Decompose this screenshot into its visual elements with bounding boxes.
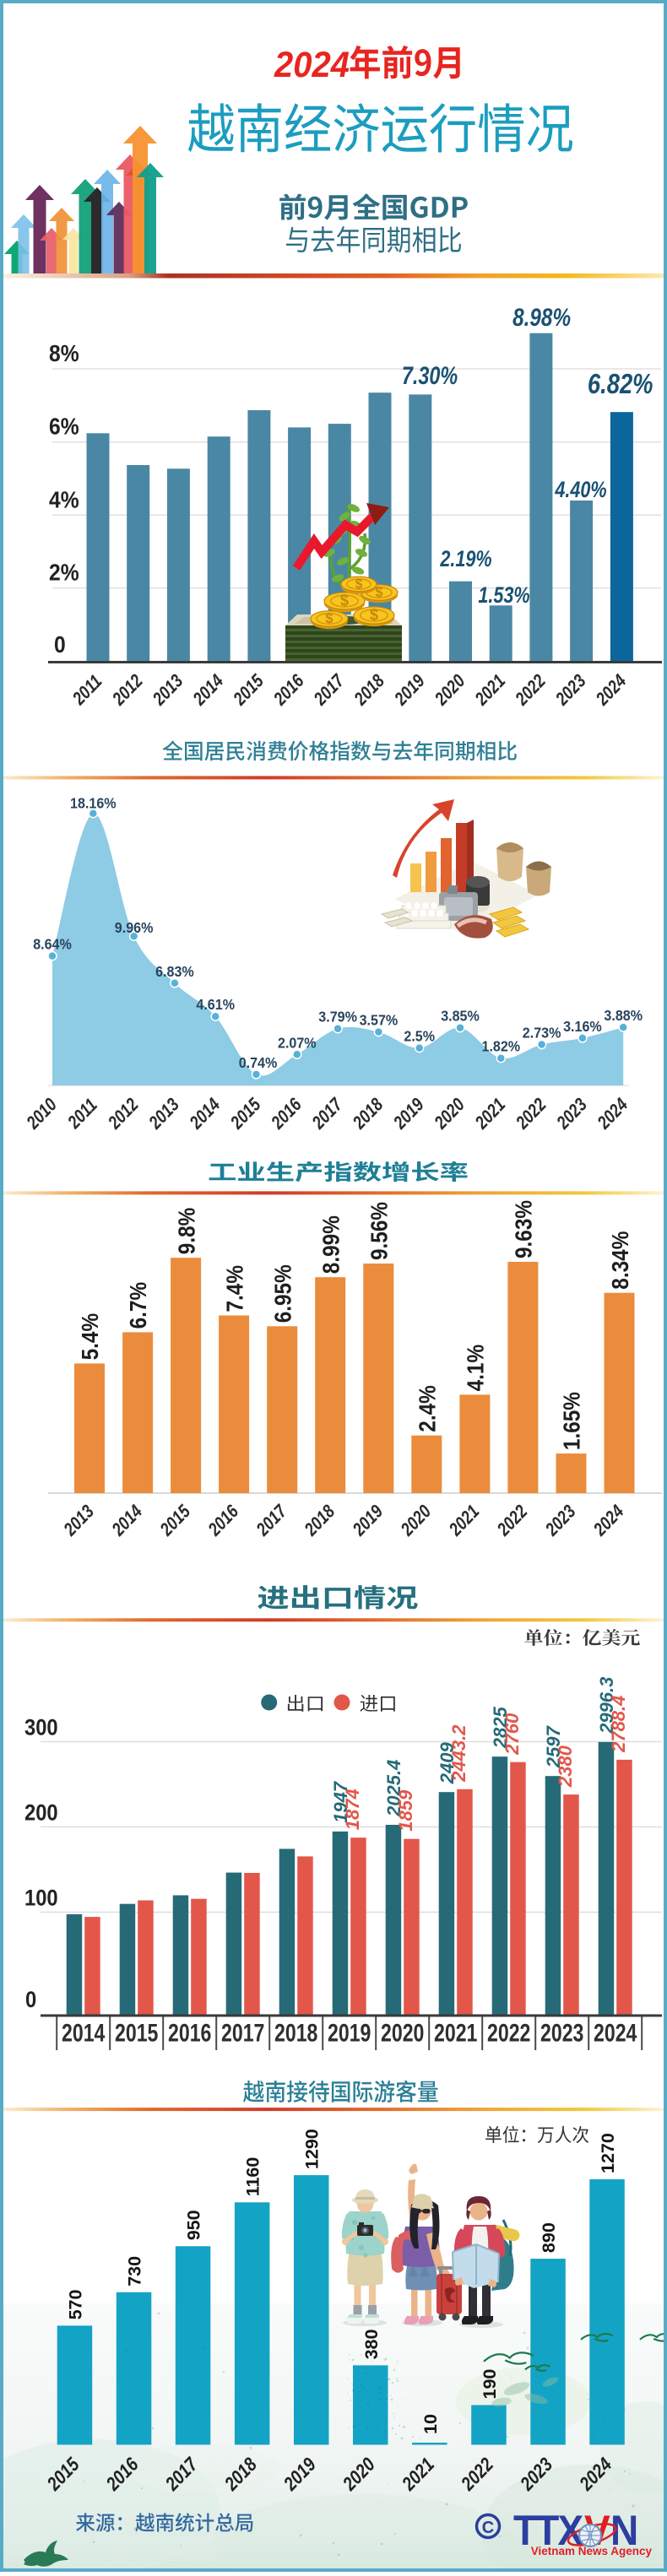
svg-text:2014: 2014: [62, 2019, 105, 2048]
svg-text:6.95%: 6.95%: [269, 1264, 296, 1323]
svg-text:2016: 2016: [168, 2019, 211, 2048]
svg-text:3.88%: 3.88%: [604, 1008, 643, 1025]
svg-text:7.30%: 7.30%: [402, 361, 458, 389]
svg-text:1270: 1270: [598, 2133, 618, 2173]
svg-text:2825: 2825: [490, 1706, 511, 1749]
svg-text:2788.4: 2788.4: [608, 1696, 629, 1753]
svg-text:2.5%: 2.5%: [404, 1028, 435, 1045]
svg-text:2020: 2020: [381, 2019, 424, 2048]
svg-text:$: $: [340, 593, 349, 609]
svg-text:2.4%: 2.4%: [414, 1385, 441, 1432]
svg-text:730: 730: [125, 2256, 145, 2286]
svg-text:2022: 2022: [487, 2019, 530, 2048]
svg-text:2017: 2017: [221, 2019, 264, 2048]
svg-text:$: $: [355, 577, 363, 592]
svg-text:18.16%: 18.16%: [70, 795, 117, 812]
svg-text:100: 100: [24, 1886, 58, 1911]
svg-text:2597: 2597: [543, 1724, 564, 1768]
svg-text:6.82%: 6.82%: [588, 370, 653, 400]
svg-text:0: 0: [25, 1988, 36, 2013]
svg-text:9.96%: 9.96%: [115, 920, 154, 937]
svg-text:3.79%: 3.79%: [318, 1009, 357, 1026]
svg-text:2.07%: 2.07%: [278, 1035, 317, 1052]
svg-text:2025.4: 2025.4: [383, 1760, 404, 1817]
svg-text:2443.2: 2443.2: [448, 1724, 469, 1783]
svg-text:300: 300: [24, 1715, 58, 1740]
svg-text:1160: 1160: [243, 2157, 263, 2197]
svg-text:4.1%: 4.1%: [462, 1345, 489, 1392]
svg-text:$: $: [375, 585, 382, 600]
svg-text:1947: 1947: [330, 1780, 351, 1823]
svg-text:8.98%: 8.98%: [512, 303, 571, 332]
svg-text:200: 200: [24, 1800, 58, 1826]
svg-text:190: 190: [480, 2369, 500, 2400]
svg-text:950: 950: [184, 2210, 204, 2240]
svg-text:2024: 2024: [274, 44, 350, 85]
svg-text:6%: 6%: [49, 413, 79, 440]
svg-text:1874: 1874: [342, 1789, 363, 1830]
svg-text:4.61%: 4.61%: [196, 997, 235, 1014]
svg-text:890: 890: [539, 2222, 559, 2253]
svg-text:2023: 2023: [540, 2019, 583, 2048]
svg-text:3.85%: 3.85%: [441, 1008, 480, 1025]
svg-text:2760: 2760: [502, 1713, 523, 1756]
svg-text:2024: 2024: [594, 2019, 637, 2048]
svg-text:7.4%: 7.4%: [221, 1265, 248, 1312]
svg-text:0.74%: 0.74%: [239, 1054, 278, 1071]
svg-text:2996.3: 2996.3: [596, 1677, 617, 1734]
svg-text:2021: 2021: [434, 2019, 477, 2048]
svg-text:Vietnam News Agency: Vietnam News Agency: [531, 2545, 653, 2557]
svg-text:2380: 2380: [555, 1745, 576, 1788]
svg-text:6.83%: 6.83%: [155, 963, 194, 980]
svg-text:2019: 2019: [328, 2019, 371, 2048]
svg-text:TTX: TTX: [513, 2508, 583, 2554]
svg-text:2409: 2409: [437, 1741, 458, 1784]
svg-text:8%: 8%: [49, 340, 79, 367]
svg-text:C: C: [482, 2519, 494, 2537]
svg-text:2%: 2%: [49, 559, 79, 586]
svg-text:4.40%: 4.40%: [555, 478, 607, 503]
svg-text:570: 570: [66, 2289, 86, 2319]
svg-text:2.73%: 2.73%: [523, 1025, 561, 1042]
svg-text:1859: 1859: [395, 1789, 416, 1832]
svg-text:5.4%: 5.4%: [77, 1313, 104, 1361]
svg-text:10: 10: [420, 2414, 441, 2434]
svg-text:380: 380: [361, 2329, 382, 2359]
svg-text:$: $: [370, 607, 378, 624]
svg-text:9.56%: 9.56%: [366, 1202, 393, 1260]
svg-text:1.65%: 1.65%: [558, 1392, 585, 1450]
svg-text:2015: 2015: [115, 2019, 158, 2048]
svg-text:8.34%: 8.34%: [606, 1231, 633, 1290]
svg-text:6.7%: 6.7%: [125, 1282, 152, 1329]
svg-text:1290: 1290: [302, 2129, 323, 2169]
svg-text:3.57%: 3.57%: [360, 1012, 399, 1029]
svg-text:$: $: [325, 611, 333, 626]
svg-text:2018: 2018: [274, 2019, 317, 2048]
svg-text:8.64%: 8.64%: [33, 936, 72, 953]
svg-text:9.8%: 9.8%: [173, 1208, 200, 1255]
svg-text:1.53%: 1.53%: [478, 583, 529, 609]
svg-text:3.16%: 3.16%: [563, 1018, 602, 1035]
svg-text:2.19%: 2.19%: [440, 547, 492, 572]
svg-text:0: 0: [54, 631, 66, 658]
svg-text:1.82%: 1.82%: [481, 1038, 520, 1055]
svg-text:9.63%: 9.63%: [510, 1200, 537, 1258]
svg-text:4%: 4%: [49, 486, 79, 513]
svg-text:8.99%: 8.99%: [317, 1215, 344, 1274]
